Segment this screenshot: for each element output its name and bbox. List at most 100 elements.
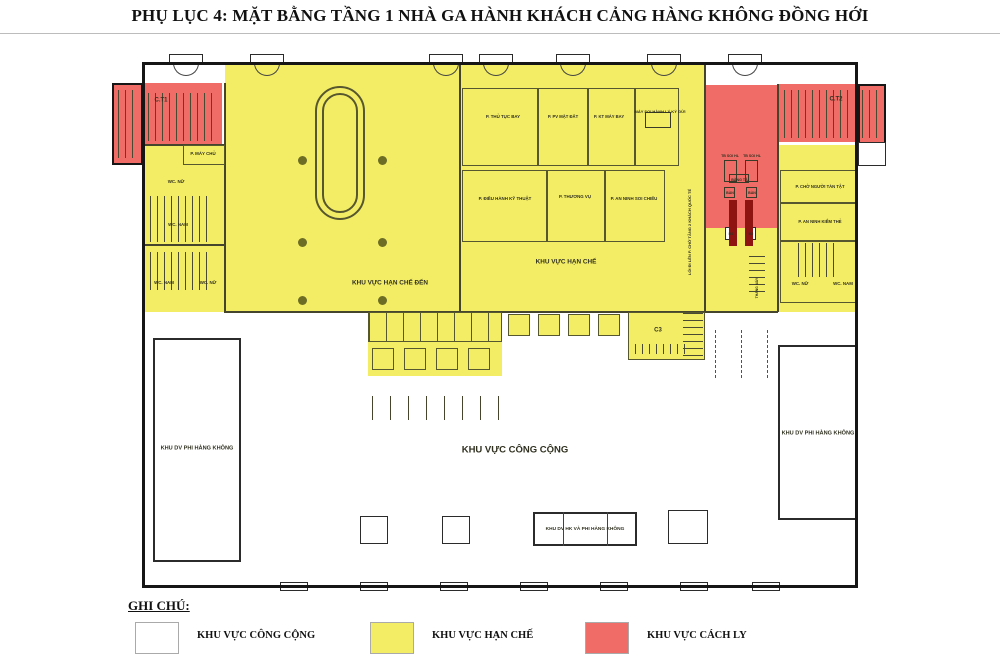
queue-tick-6 [462,396,463,420]
plan-label-34: KHU DV HK VÀ PHI HÀNG KHÔNG [545,526,625,532]
checkin-box-1 [372,348,394,370]
page-title: PHỤ LỤC 4: MẶT BẰNG TẦNG 1 NHÀ GA HÀNH K… [131,6,869,25]
room-dv-hk-va-phi-hang-khong [533,512,637,546]
plan-label-16: LỐI ĐI LÊN P. CHỜ TẦNG 2 KHÁCH QUỐC TẾ [687,188,693,276]
plan-label-6: WC. NỮ [199,280,217,286]
legend-swatch-isolation [585,622,629,654]
wc-left-stalls-1 [150,196,212,242]
room-thu-tuc-bay [462,88,538,166]
plan-label-21: BÀN [726,190,734,195]
scanner-right [745,160,758,182]
wc-right-stalls [798,243,838,277]
legend-label-isolation: KHU VỰC CÁCH LY [647,630,747,641]
plan-label-32: KHU VỰC CÔNG CỘNG [461,444,569,455]
plan-label-5: WC. NAM [154,280,174,286]
security-lane-3 [568,314,590,336]
plan-label-13: P. THƯƠNG VỤ [558,194,592,200]
room-dv-phi-hang-khong-left [153,338,241,562]
plan-label-24: M2 [748,231,754,236]
room-dieu-hanh-ky-thuat [462,170,547,242]
table-left [724,187,735,198]
legend: GHI CHÚ: KHU VỰC CÔNG CỘNG KHU VỰC HẠN C… [0,592,1000,667]
queue-tick-8 [498,396,499,420]
elevator-shaft [749,252,765,292]
plan-label-4: WC. NAM [168,222,188,228]
dash-line-2 [741,330,742,378]
queue-tick-1 [372,396,373,420]
legend-label-restricted: KHU VỰC HẠN CHẾ [432,630,534,641]
plan-label-2: P. MÁY CHỦ [190,151,216,157]
table-right [746,187,757,198]
legend-swatch-restricted [370,622,414,654]
queue-tick-2 [390,396,391,420]
room-may-chu [183,145,225,165]
legend-heading: GHI CHÚ: [128,598,190,613]
divider-dvhk-2 [607,512,608,546]
ct2-tower-lower [858,142,886,166]
plan-label-7: KHU VỰC HẠN CHẾ ĐẾN [351,279,429,287]
plan-label-12: P. ĐIỀU HÀNH KỸ THUẬT [478,196,532,202]
dash-line-1 [715,330,716,378]
baggage-carousel-inner [322,93,358,213]
room-kt-may-bay [588,88,635,166]
kiosk-3 [668,510,708,544]
plan-label-33: KHU DV PHI HÀNG KHÔNG [781,429,855,436]
wall-v-hall-left [224,83,226,312]
plan-label-1: C.T1 [154,96,168,103]
plan-label-3: WC. NỮ [167,179,185,185]
column-dot-1 [298,156,307,165]
column-dot-2 [378,156,387,165]
plan-label-28: WC. NAM [833,281,853,287]
plan-label-8: P. THỦ TỤC BAY [485,114,521,120]
plan-label-31: KHU DV PHI HÀNG KHÔNG [160,444,234,451]
zone-isolation-right [705,85,778,228]
ct2-tower-hatch [862,90,878,138]
conveyor-strip-left [729,200,737,246]
zone-restricted-right-lower [705,228,778,312]
dash-line-3 [767,330,768,378]
column-dot-3 [298,238,307,247]
plan-label-26: P. AN NINH KIỂM THẺ [798,219,842,225]
column-dot-5 [298,296,307,305]
column-dot-4 [378,238,387,247]
wall-h-wc-left [142,244,226,246]
room-an-ninh-soi-chieu [605,170,665,242]
divider-dvhk-1 [563,512,564,546]
title-divider [0,33,1000,34]
plan-label-15: KHU VỰC HẠN CHẾ [535,258,597,266]
plan-label-19: TB SOI HL [743,153,761,158]
plan-label-17: C.T2 [829,95,843,102]
ct1-tower-hatch [118,90,136,158]
queue-tick-3 [408,396,409,420]
kiosk-1 [360,516,388,544]
room-may-soi [635,88,679,166]
queue-tick-4 [426,396,427,420]
checkin-box-2 [404,348,426,370]
plan-label-25: P. CHỜ NGƯỜI TÀN TẬT [795,184,845,190]
c3-stairs [683,312,703,356]
wall-v-hall-right [459,64,461,312]
wall-v-right-rooms [777,84,779,312]
scanner-left [724,160,737,182]
checkin-box-3 [436,348,458,370]
plan-label-29: THANG MÁY [754,277,759,299]
security-lane-1 [508,314,530,336]
c3-stairs-lower [628,344,686,354]
kiosk-2 [442,516,470,544]
plan-label-14: P. AN NINH SOI CHIẾU [610,196,658,202]
plan-label-11: MÁY SOI HÀNH LÝ KÝ GỬI [634,109,686,114]
plan-label-9: P. PV MẶT ĐẤT [547,114,579,120]
security-lane-2 [538,314,560,336]
plan-label-10: P. KT MÁY BAY [593,114,625,120]
plan-label-22: BÀN [748,190,756,195]
checkin-box-4 [468,348,490,370]
building-outline [142,62,858,588]
room-pv-mat-dat [538,88,588,166]
queue-tick-7 [480,396,481,420]
baggage-carousel-outer [315,86,365,220]
conveyor-belt-box [729,174,749,183]
queue-tick-5 [444,396,445,420]
legend-label-public: KHU VỰC CÔNG CỘNG [197,630,316,641]
